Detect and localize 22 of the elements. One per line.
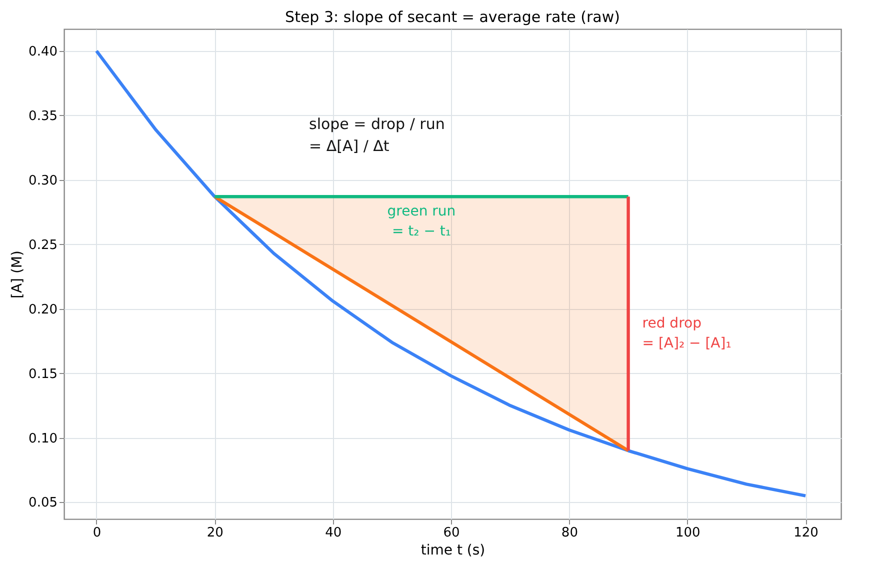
series-label: red drop = [A]₂ − [A]₁ <box>642 316 732 352</box>
x-tick-label: 20 <box>206 526 224 540</box>
y-tick-label: 0.05 <box>28 496 58 511</box>
y-tick-label: 0.15 <box>28 366 58 382</box>
y-axis-title: [A] (M) <box>10 250 26 298</box>
x-tick-label: 60 <box>443 526 460 540</box>
y-tick-label: 0.20 <box>28 302 58 318</box>
y-tick-label: 0.35 <box>28 108 58 124</box>
y-tick-label: 0.25 <box>28 238 58 253</box>
x-tick-label: 0 <box>92 526 102 540</box>
x-axis-title: time t (s) <box>420 542 486 558</box>
x-tick-label: 80 <box>561 526 578 540</box>
y-tick-label: 0.10 <box>28 431 58 446</box>
series-label: green run = t₂ − t₁ <box>387 204 456 240</box>
annotation: slope = drop / run = Δ[A] / Δt <box>309 115 445 155</box>
x-tick-label: 100 <box>675 526 700 540</box>
chart-title: Step 3: slope of secant = average rate (raw) <box>285 8 620 26</box>
line-series <box>94 49 808 498</box>
x-tick-label: 120 <box>794 526 818 540</box>
y-tick-label: 0.30 <box>28 173 58 188</box>
x-tick-label: 40 <box>325 526 342 540</box>
y-tick-label: 0.40 <box>28 44 58 60</box>
